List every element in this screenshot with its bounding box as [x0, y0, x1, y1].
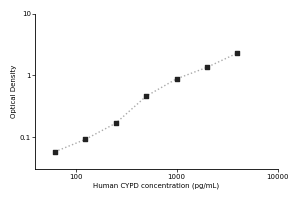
- X-axis label: Human CYPD concentration (pg/mL): Human CYPD concentration (pg/mL): [93, 182, 220, 189]
- Point: [144, 95, 148, 98]
- Point: [174, 77, 179, 80]
- Y-axis label: Optical Density: Optical Density: [11, 65, 17, 118]
- Point: [52, 150, 57, 153]
- Point: [235, 51, 240, 55]
- Point: [113, 122, 118, 125]
- Point: [83, 138, 88, 141]
- Point: [205, 66, 209, 69]
